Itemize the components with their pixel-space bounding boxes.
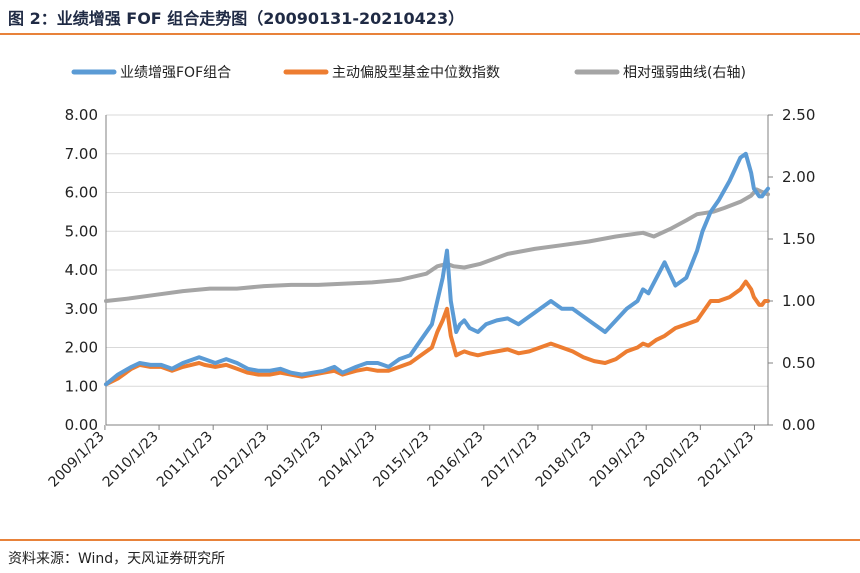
left-y-tick-label: 2.00	[65, 339, 98, 357]
left-y-tick-label: 7.00	[65, 145, 98, 163]
x-tick-label: 2009/1/23	[46, 429, 108, 491]
x-tick-label: 2016/1/23	[425, 429, 487, 491]
right-y-tick-label: 1.00	[782, 292, 815, 310]
x-tick-label: 2020/1/23	[641, 429, 703, 491]
source-note: 资料来源：Wind，天风证券研究所	[8, 551, 226, 567]
right-y-tick-label: 0.00	[782, 416, 815, 434]
left-y-tick-label: 8.00	[65, 106, 98, 124]
legend-label: 业绩增强FOF组合	[120, 65, 231, 81]
right-y-tick-label: 2.50	[782, 106, 815, 124]
x-ticks: 2009/1/232010/1/232011/1/232012/1/232013…	[46, 425, 757, 491]
left-y-tick-label: 1.00	[65, 377, 98, 395]
x-tick-label: 2018/1/23	[533, 429, 595, 491]
x-tick-label: 2015/1/23	[370, 429, 432, 491]
left-y-tick-label: 6.00	[65, 184, 98, 202]
left-y-tick-label: 4.00	[65, 261, 98, 279]
x-tick-label: 2019/1/23	[587, 429, 649, 491]
right-y-tick-label: 1.50	[782, 230, 815, 248]
bottom-rule	[0, 539, 860, 541]
series-line-fof	[104, 151, 770, 387]
series-lines	[104, 151, 770, 387]
x-tick-label: 2014/1/23	[316, 429, 378, 491]
x-tick-label: 2010/1/23	[100, 429, 162, 491]
figure-title: 图 2：业绩增强 FOF 组合走势图（20090131-20210423）	[8, 9, 465, 28]
left-y-tick-label: 5.00	[65, 222, 98, 240]
legend: 业绩增强FOF组合 主动偏股型基金中位数指数 相对强弱曲线(右轴)	[71, 64, 746, 81]
series-line-index	[104, 279, 770, 387]
x-tick-label: 2012/1/23	[208, 429, 270, 491]
chart: 业绩增强FOF组合 主动偏股型基金中位数指数 相对强弱曲线(右轴) 0.00 1.00…	[46, 64, 816, 491]
legend-label: 主动偏股型基金中位数指数	[332, 64, 500, 81]
left-y-tick-label: 3.00	[65, 300, 98, 318]
right-y-tick-label: 2.00	[782, 168, 815, 186]
series-line-relative-strength	[104, 187, 770, 303]
left-y-ticks: 0.00 1.00 2.00 3.00 4.00 5.00 6.00 7.00 8.00	[65, 106, 98, 434]
top-rule	[0, 33, 860, 35]
axes	[105, 115, 769, 426]
legend-label: 相对强弱曲线(右轴)	[623, 65, 746, 81]
x-tick-label: 2017/1/23	[479, 429, 541, 491]
right-y-ticks: 0.00 0.50 1.00 1.50 2.00 2.50	[768, 106, 815, 434]
x-tick-label: 2021/1/23	[695, 429, 757, 491]
x-tick-label: 2013/1/23	[262, 429, 324, 491]
x-tick-label: 2011/1/23	[154, 429, 216, 491]
left-y-tick-label: 0.00	[65, 416, 98, 434]
right-y-tick-label: 0.50	[782, 354, 815, 372]
